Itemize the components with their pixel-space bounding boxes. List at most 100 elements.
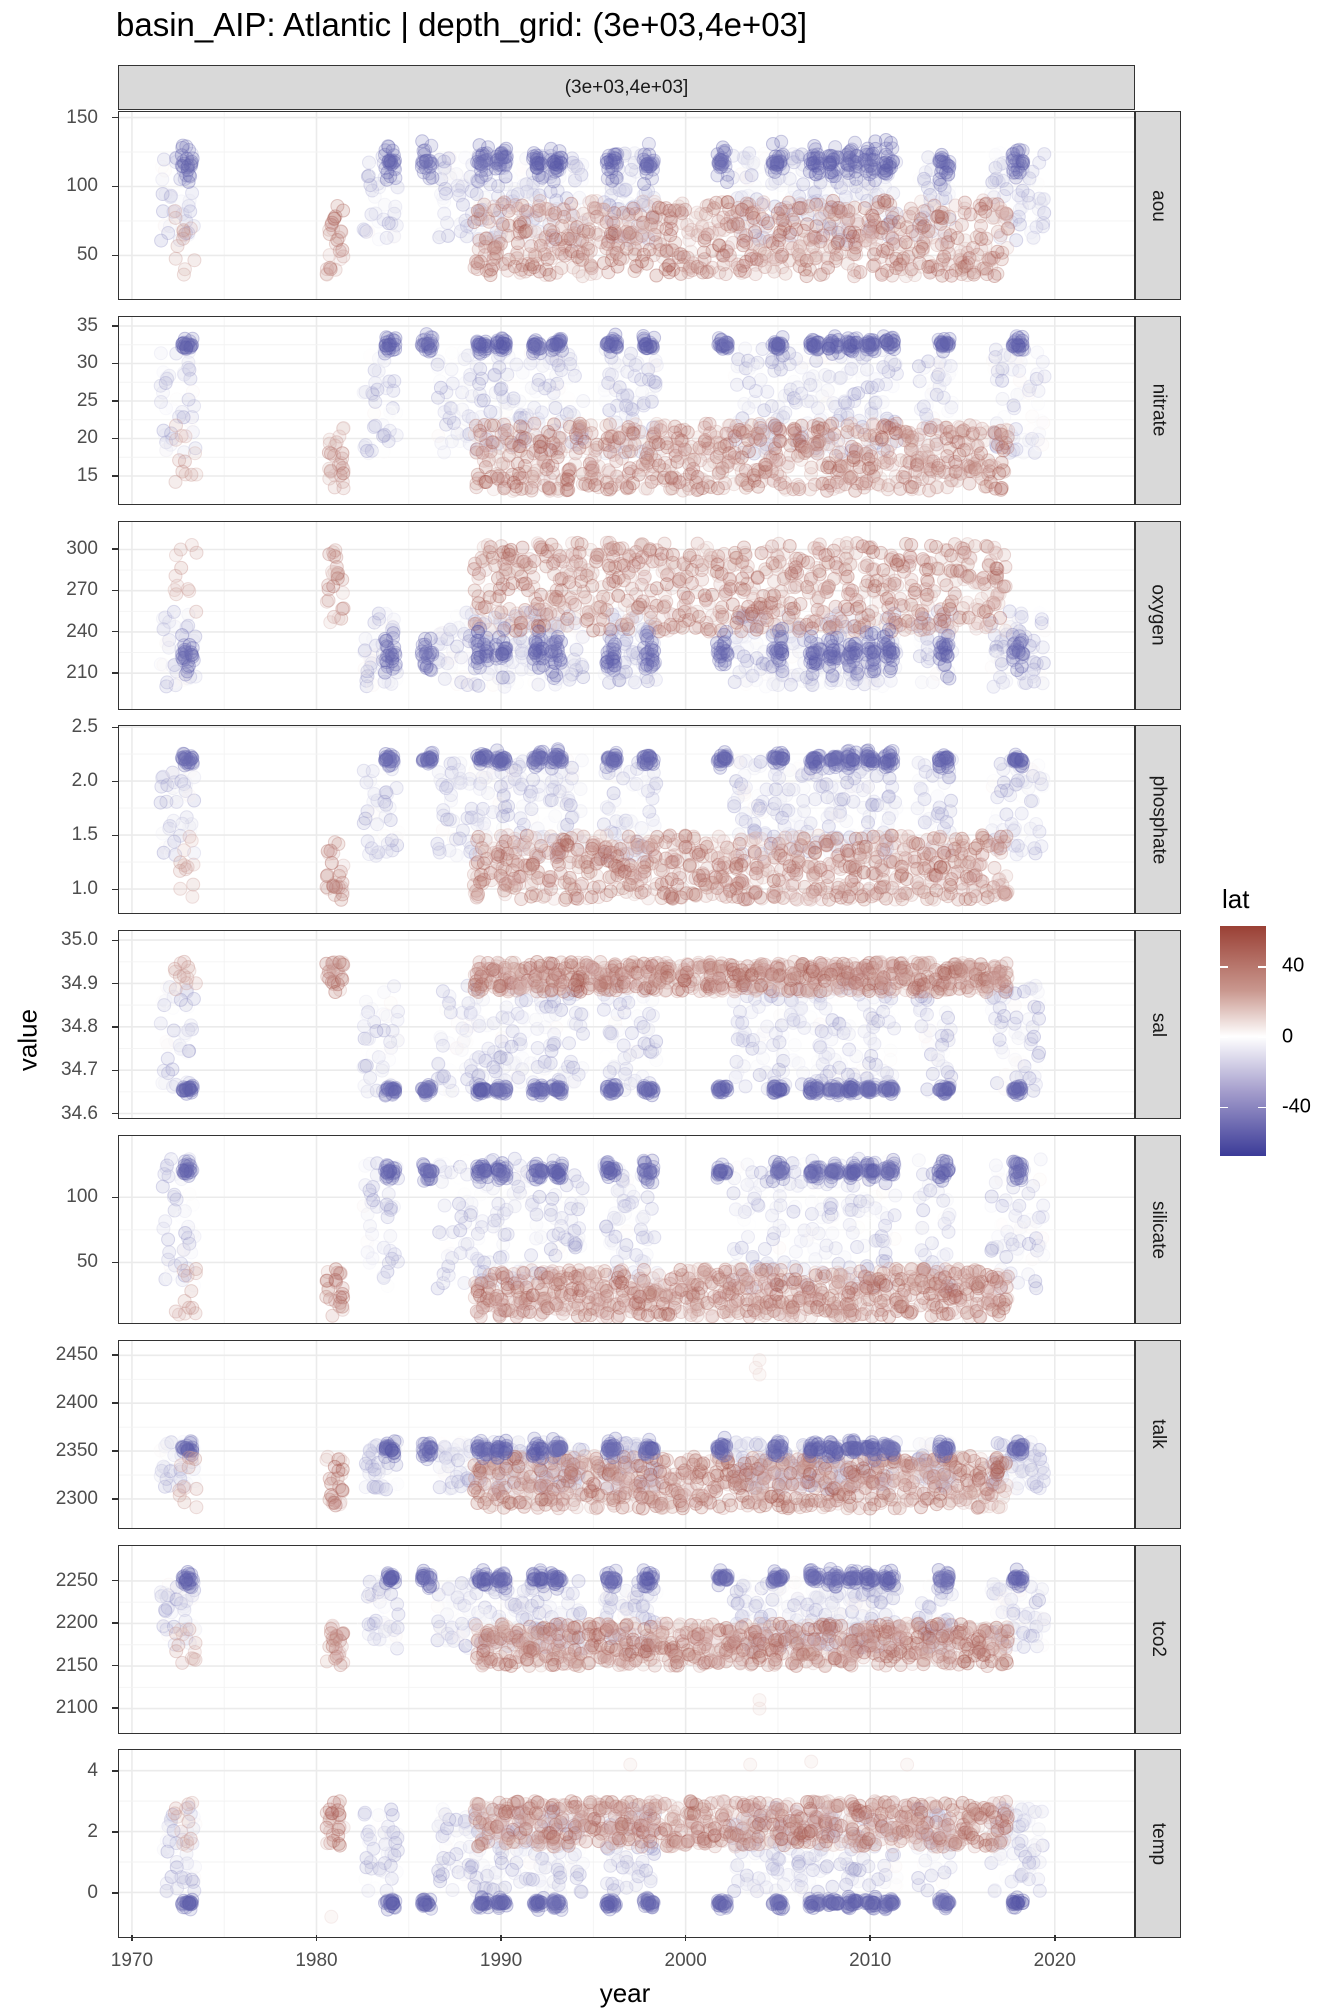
- data-point: [767, 573, 782, 588]
- y-tick-mark: [112, 116, 118, 119]
- data-point: [491, 241, 505, 256]
- data-point: [1032, 605, 1047, 620]
- data-point: [986, 208, 1000, 223]
- data-point: [598, 394, 613, 409]
- data-point: [691, 429, 706, 444]
- data-point: [1035, 437, 1050, 452]
- data-point: [472, 203, 487, 218]
- data-point: [766, 155, 781, 170]
- data-point: [612, 202, 627, 217]
- data-point: [864, 216, 879, 231]
- data-point: [596, 589, 611, 604]
- data-point: [594, 202, 609, 217]
- data-point: [825, 416, 840, 431]
- plot-area-oxygen: [119, 521, 1134, 709]
- data-point: [655, 564, 670, 579]
- data-point: [378, 161, 393, 176]
- data-point: [532, 233, 547, 248]
- data-point: [525, 181, 540, 196]
- data-point: [505, 377, 520, 392]
- data-point: [810, 193, 825, 208]
- data-point: [993, 146, 1008, 161]
- data-point: [826, 193, 840, 208]
- data-point: [608, 242, 623, 257]
- data-point: [995, 161, 1009, 176]
- data-point: [371, 176, 386, 191]
- data-point: [596, 202, 611, 217]
- data-point: [830, 173, 845, 188]
- data-point: [767, 164, 782, 179]
- data-point: [995, 427, 1009, 442]
- data-point: [1034, 413, 1049, 428]
- data-point: [635, 229, 650, 244]
- data-point: [883, 214, 898, 229]
- data-point: [725, 170, 740, 185]
- data-point: [783, 677, 798, 692]
- data-point: [834, 180, 849, 195]
- data-point: [605, 203, 620, 218]
- data-point: [659, 243, 674, 258]
- data-point: [765, 259, 780, 274]
- data-point: [486, 418, 501, 433]
- facet-panel-nitrate: [118, 315, 1135, 505]
- data-point: [796, 157, 811, 172]
- data-point: [490, 335, 504, 350]
- data-point: [538, 201, 553, 216]
- data-point: [581, 227, 596, 242]
- data-point: [443, 150, 457, 165]
- data-point: [645, 171, 659, 186]
- data-point: [868, 150, 883, 165]
- data-point: [624, 438, 639, 453]
- data-point: [1025, 164, 1040, 179]
- data-point: [174, 194, 189, 209]
- data-point: [567, 201, 582, 216]
- data-point: [1016, 165, 1030, 180]
- data-point: [501, 252, 516, 267]
- data-point: [829, 201, 844, 215]
- data-point: [609, 234, 624, 249]
- data-point: [568, 170, 582, 185]
- data-point: [470, 256, 485, 271]
- data-point: [1011, 160, 1026, 174]
- data-point: [857, 173, 872, 188]
- data-point: [326, 578, 341, 593]
- data-point: [865, 161, 880, 176]
- data-point: [662, 203, 677, 218]
- data-point: [922, 159, 936, 174]
- data-point: [854, 186, 869, 201]
- data-point: [336, 480, 351, 495]
- data-point: [567, 223, 581, 238]
- data-point: [801, 585, 816, 600]
- data-point: [444, 362, 459, 377]
- data-point: [832, 196, 847, 211]
- data-point: [581, 224, 596, 239]
- data-point: [1014, 191, 1029, 206]
- data-point: [574, 630, 589, 645]
- data-point: [588, 226, 603, 240]
- data-point: [548, 232, 563, 247]
- data-point: [942, 212, 957, 227]
- data-point: [926, 192, 941, 207]
- data-point: [515, 258, 530, 273]
- data-point: [1021, 383, 1036, 398]
- data-point: [839, 237, 853, 252]
- data-point: [813, 230, 828, 245]
- data-point: [757, 146, 772, 161]
- data-point: [764, 398, 779, 413]
- data-point: [487, 368, 502, 383]
- y-tick-mark: [112, 362, 118, 365]
- data-point: [993, 157, 1008, 172]
- data-point: [497, 195, 512, 210]
- data-point: [580, 611, 595, 626]
- data-point: [156, 423, 171, 438]
- data-point: [500, 228, 515, 243]
- y-tick-mark: [112, 475, 118, 477]
- data-point: [538, 182, 553, 197]
- data-point: [622, 237, 637, 252]
- data-point: [168, 155, 183, 170]
- data-point: [830, 175, 845, 190]
- data-point: [652, 458, 667, 473]
- data-point: [541, 424, 555, 439]
- data-point: [924, 163, 939, 177]
- data-point: [537, 243, 552, 258]
